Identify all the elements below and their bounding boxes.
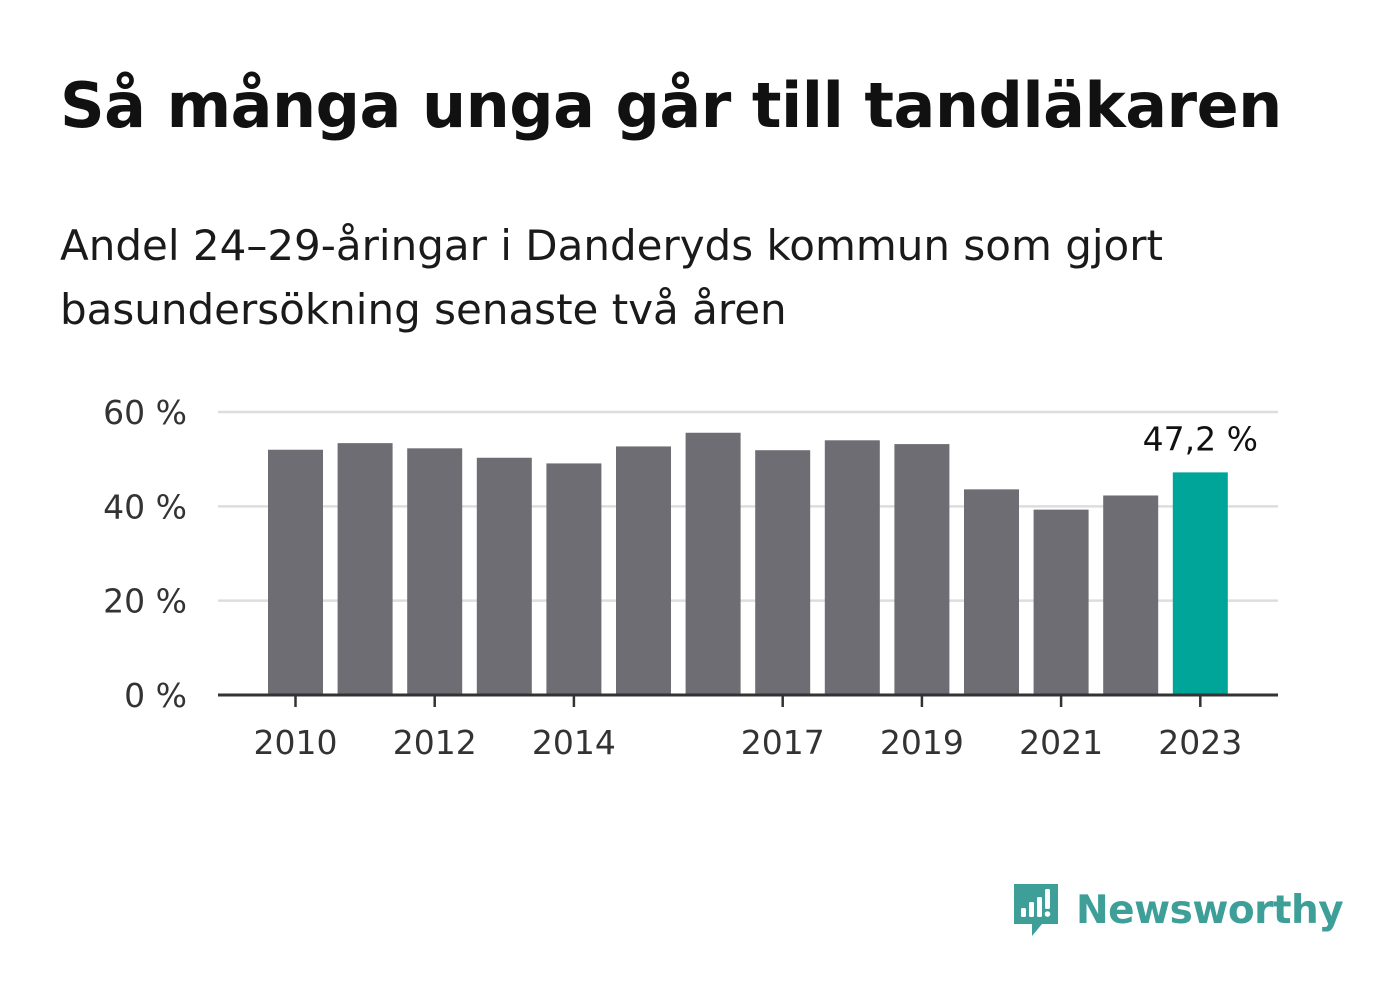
bar[interactable] xyxy=(755,450,811,695)
newsworthy-logo-icon xyxy=(1014,884,1058,936)
bar[interactable] xyxy=(407,448,463,695)
bar-highlight[interactable] xyxy=(1172,472,1228,695)
x-tick-label: 2021 xyxy=(1019,723,1103,762)
newsworthy-logo[interactable]: Newsworthy xyxy=(1010,878,1344,942)
x-tick-label: 2014 xyxy=(532,723,616,762)
y-tick-label: 0 % xyxy=(124,676,187,715)
y-tick-label: 40 % xyxy=(103,487,187,526)
grid-lines xyxy=(218,410,1278,602)
bar[interactable] xyxy=(616,446,671,695)
bars xyxy=(268,432,1228,695)
chart-title: Så många unga går till tandläkaren xyxy=(60,69,1282,142)
bar[interactable] xyxy=(337,443,393,695)
bar[interactable] xyxy=(268,449,323,695)
x-tick-label: 2019 xyxy=(880,723,964,762)
bar[interactable] xyxy=(685,432,741,695)
brand-name: Newsworthy xyxy=(1076,887,1344,933)
bar[interactable] xyxy=(476,457,532,695)
bar[interactable] xyxy=(1103,495,1159,695)
x-tick-label: 2017 xyxy=(741,723,825,762)
bar[interactable] xyxy=(964,489,1019,695)
x-tick-label: 2023 xyxy=(1158,723,1242,762)
chart-subtitle: Andel 24–29-åringar i Danderyds kommun s… xyxy=(60,221,1163,334)
bar[interactable] xyxy=(894,444,950,695)
labels: 0 % 20 % 40 % 60 % 2010 2012 2014 2017 2019 2021 2… xyxy=(103,393,1258,762)
y-tick-label: 60 % xyxy=(103,393,187,432)
x-tick-label: 2010 xyxy=(254,723,338,762)
bar-chart: 0 % 20 % 40 % 60 % 2010 2012 2014 2017 2019 2021 2… xyxy=(103,393,1278,762)
axes xyxy=(218,693,1278,707)
bar[interactable] xyxy=(546,463,602,695)
bar[interactable] xyxy=(824,440,880,695)
bar[interactable] xyxy=(1033,509,1089,695)
y-tick-label: 20 % xyxy=(103,582,187,621)
x-tick-label: 2012 xyxy=(393,723,477,762)
data-label: 47,2 % xyxy=(1143,419,1258,458)
